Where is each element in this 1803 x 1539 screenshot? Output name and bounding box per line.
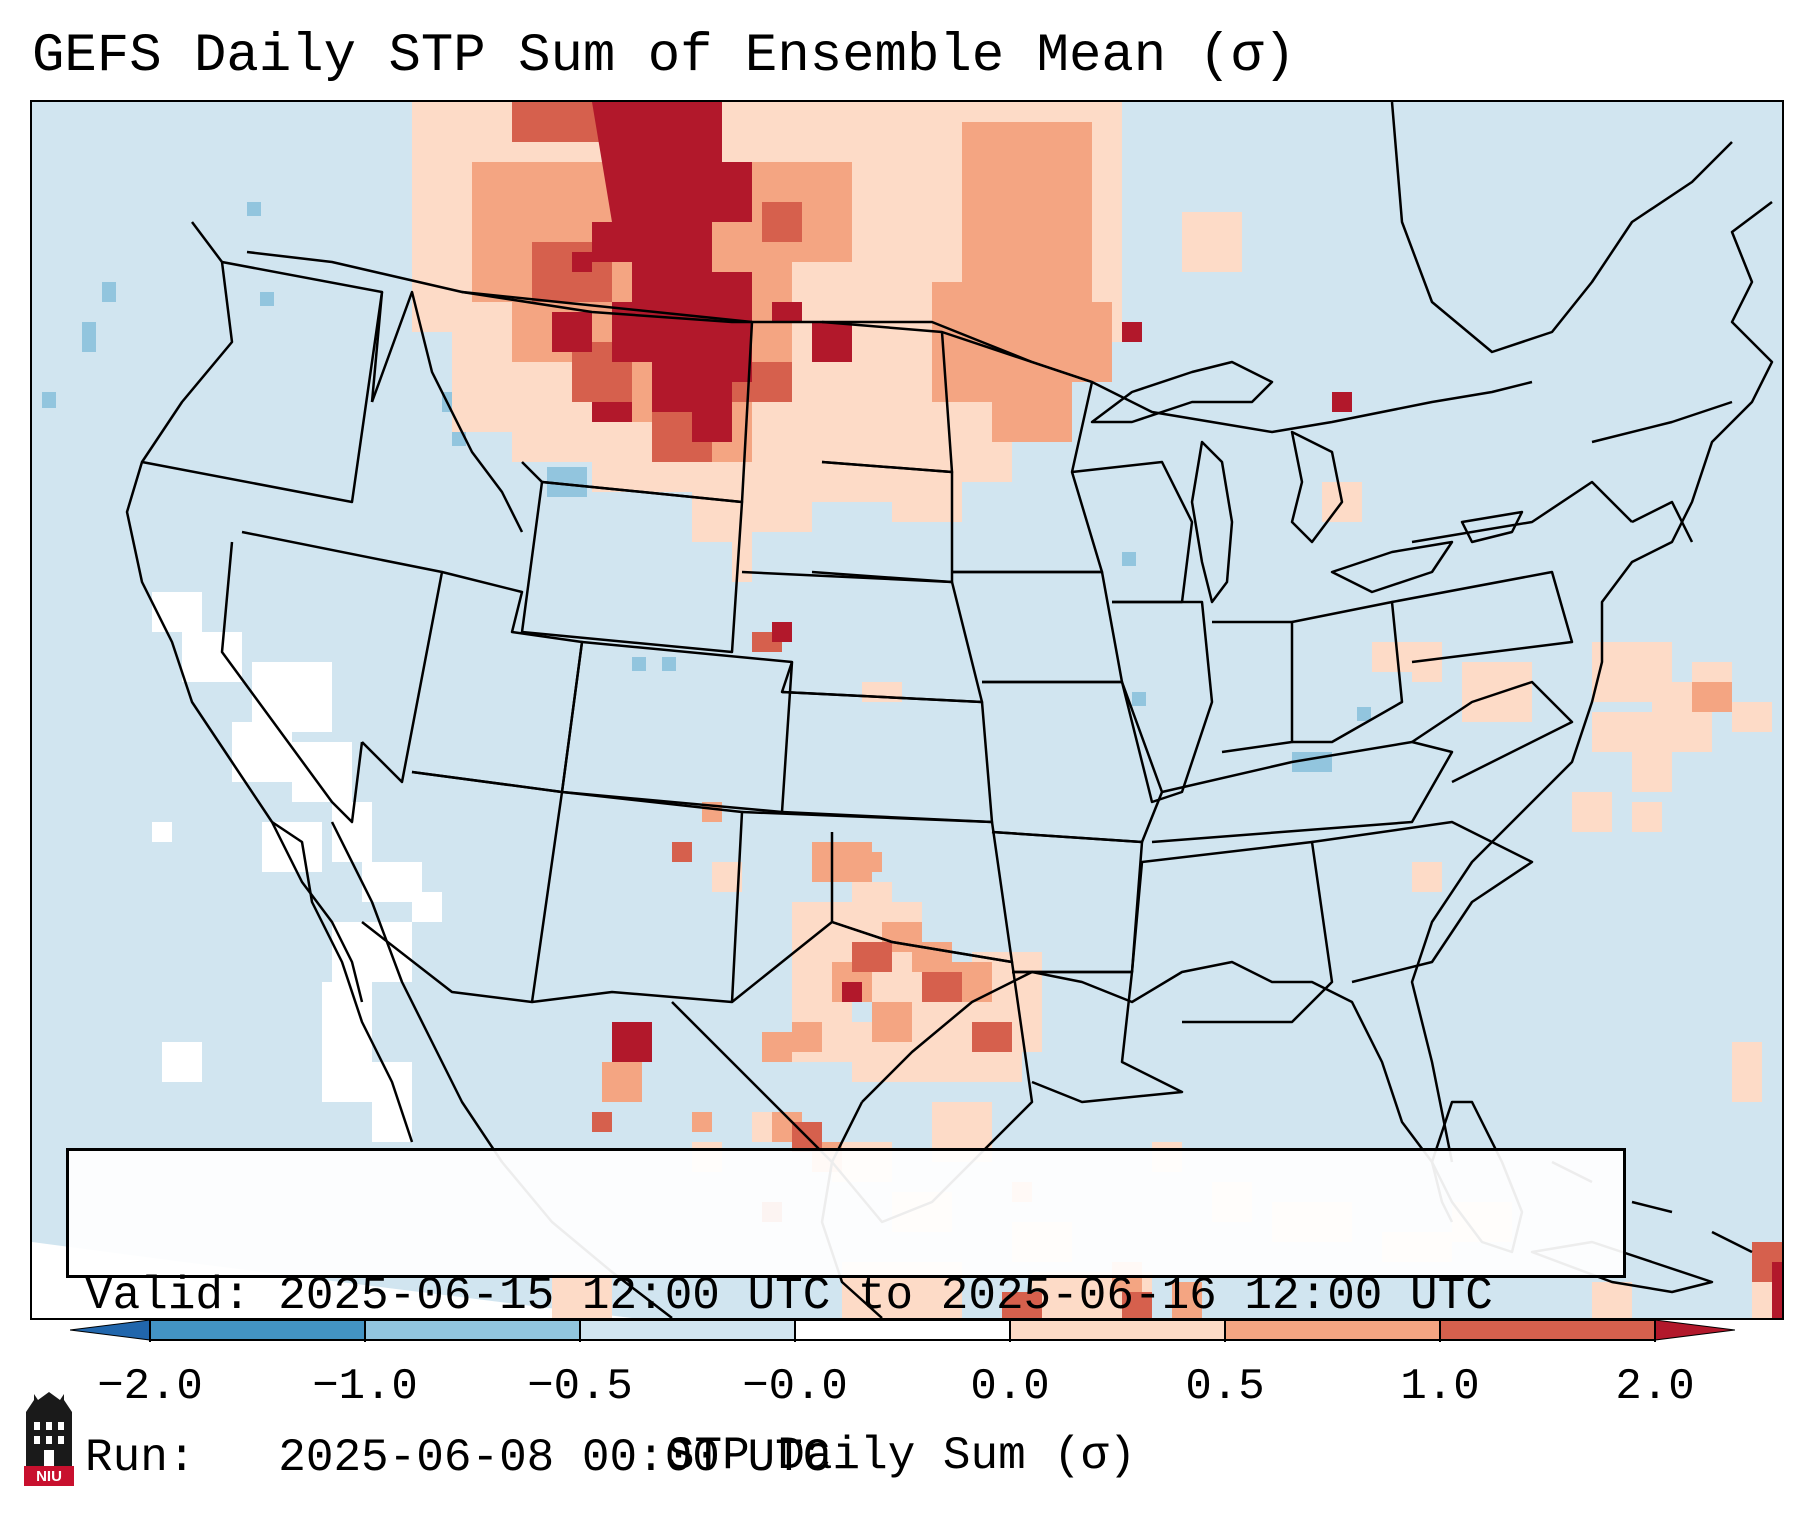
us-west-coast <box>125 221 364 1003</box>
us-gulf-coast <box>861 960 1454 1223</box>
colorbar-segment-1 <box>150 1320 365 1340</box>
colorbar-segment-7 <box>1440 1320 1655 1340</box>
valid-time-text: Valid: 2025-06-15 12:00 UTC to 2025-06-1… <box>85 1270 1493 1322</box>
colorbar-tick-label: −0.5 <box>527 1362 633 1412</box>
run-time-text: Run: 2025-06-08 00:00 UTC <box>85 1432 831 1484</box>
colorbar-segment-3 <box>580 1320 795 1340</box>
state-virginia <box>1411 680 1574 784</box>
great-lakes-erie <box>1330 540 1454 594</box>
state-kansas <box>781 690 994 824</box>
state-illinois <box>1112 600 1214 804</box>
extreme-positive-cells <box>552 102 1782 1318</box>
state-pennsylvania-newyork <box>1391 480 1633 664</box>
state-utah <box>411 570 584 794</box>
baja-peninsula <box>271 820 414 1143</box>
colorbar-extend-high <box>1654 1319 1735 1341</box>
colorbar-tick-label: 0.5 <box>1185 1362 1265 1412</box>
colorbar-tick-label: 1.0 <box>1400 1362 1480 1412</box>
state-colorado <box>560 640 794 814</box>
colorbar-segment-5 <box>1010 1320 1225 1340</box>
colorbar-extend-low <box>70 1319 151 1341</box>
colorbar-label: STP Daily Sum (σ) <box>666 1430 1137 1482</box>
state-nevada <box>241 530 444 784</box>
nodata-mask <box>32 592 632 1318</box>
map-panel[interactable] <box>30 100 1784 1320</box>
colorbar <box>70 1319 1735 1342</box>
state-oregon <box>141 291 384 504</box>
great-lakes-superior <box>1090 360 1274 424</box>
state-mississippi-alabama <box>1130 840 1334 1024</box>
colorbar-tick-label: 2.0 <box>1615 1362 1695 1412</box>
state-south-dakota <box>811 460 954 584</box>
state-kentucky-tennessee <box>1151 740 1454 844</box>
colorbar-tick-label: −2.0 <box>97 1362 203 1412</box>
state-wyoming <box>520 480 744 654</box>
hudson-bay-shore <box>1390 102 1733 354</box>
state-arkansas <box>991 830 1144 974</box>
state-washington <box>221 260 384 403</box>
logo-text: NIU <box>36 1468 62 1485</box>
us-east-coast <box>1410 201 1774 1163</box>
colorbar-tick-label: −0.0 <box>742 1362 848 1412</box>
state-georgia-carolinas <box>1311 820 1534 984</box>
state-iowa <box>952 570 1124 684</box>
validity-info-box: Valid: 2025-06-15 12:00 UTC to 2025-06-1… <box>66 1148 1626 1484</box>
niu-castle-icon <box>24 1392 74 1486</box>
state-new-england <box>1591 400 1733 543</box>
colorbar-segment-2 <box>365 1320 580 1340</box>
state-louisiana <box>1012 970 1184 1104</box>
great-lakes-ontario <box>1460 510 1524 544</box>
great-lakes-michigan <box>1190 440 1234 604</box>
great-lakes-huron <box>1290 430 1344 544</box>
state-new-mexico <box>531 790 744 1004</box>
state-idaho <box>370 290 524 533</box>
state-california <box>220 541 364 824</box>
state-ohio <box>1291 600 1404 744</box>
colorbar-segment-6 <box>1225 1320 1440 1340</box>
colorbar-segment-4 <box>795 1320 1010 1340</box>
colorbar-tick-label: −1.0 <box>312 1362 418 1412</box>
map-canvas <box>32 102 1782 1318</box>
state-indiana <box>1212 620 1294 754</box>
colorbar-tick-label: 0.0 <box>970 1362 1050 1412</box>
chart-title: GEFS Daily STP Sum of Ensemble Mean (σ) <box>32 26 1296 87</box>
